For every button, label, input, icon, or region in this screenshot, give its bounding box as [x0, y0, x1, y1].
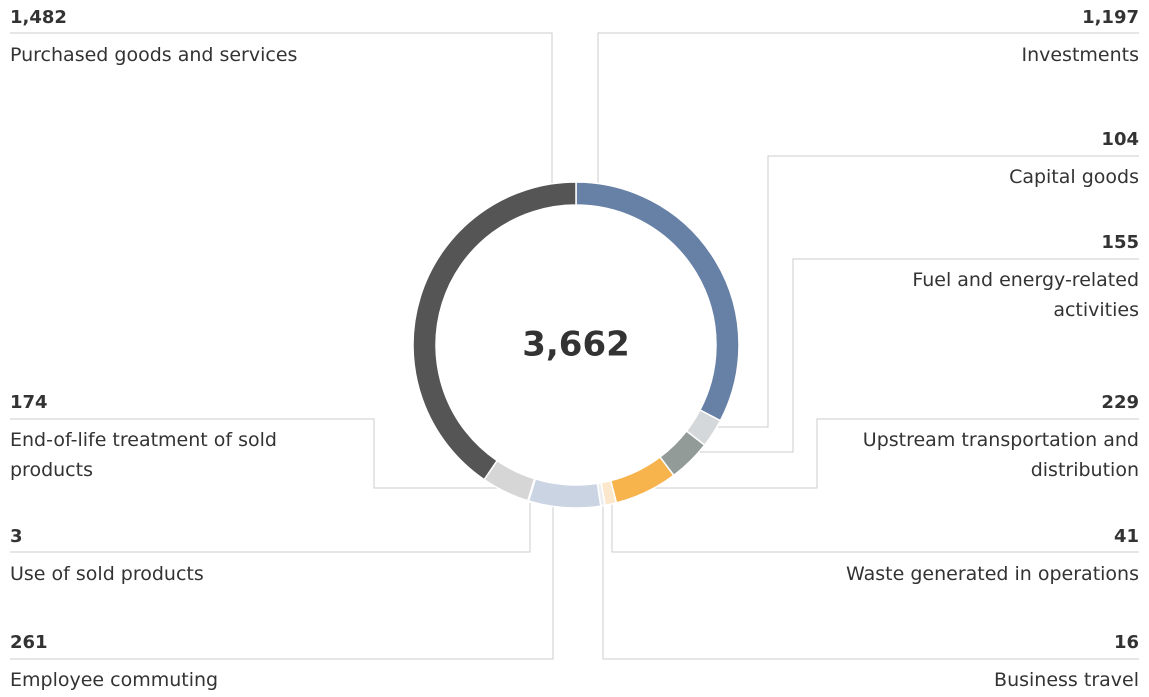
category-label: Employee commuting [10, 669, 219, 691]
segment-label: 1,482 Purchased goods and services [10, 6, 350, 70]
leader-line [10, 418, 505, 489]
leader-line [655, 418, 1139, 489]
value-label: 41 [1113, 526, 1139, 547]
leader-line [10, 503, 531, 553]
donut-segment [609, 455, 675, 504]
category-label: Fuel and energy-related activities [912, 269, 1139, 321]
value-label: 261 [10, 632, 48, 653]
category-label: Use of sold products [10, 563, 204, 585]
value-label: 1,197 [1082, 7, 1139, 28]
segment-label: 174 End-of-life treatment of sold product… [10, 391, 330, 485]
leader-line [10, 506, 554, 660]
donut-segment [575, 181, 740, 422]
category-label: Capital goods [1009, 166, 1139, 188]
donut-segment [527, 478, 602, 509]
leader-line [10, 32, 553, 183]
category-label: Waste generated in operations [846, 563, 1139, 585]
segment-label: 229 Upstream transportation and distribut… [849, 391, 1139, 485]
donut-segment [412, 181, 577, 481]
segment-label: 16 Business travel [839, 631, 1139, 695]
value-label: 1,482 [10, 7, 67, 28]
value-label: 229 [1101, 392, 1139, 413]
leader-line [597, 32, 1139, 183]
value-label: 104 [1101, 129, 1139, 150]
center-label: 3,662 [522, 325, 630, 365]
segment-label: 41 Waste generated in operations [799, 525, 1139, 589]
value-label: 3 [10, 526, 23, 547]
category-label: Investments [1021, 44, 1139, 66]
category-label: Business travel [994, 669, 1139, 691]
leader-line [602, 505, 1139, 660]
segment-label: 155 Fuel and energy-related activities [869, 231, 1139, 325]
leader-line [611, 496, 1139, 553]
value-label: 155 [1101, 232, 1139, 253]
segment-label: 104 Capital goods [839, 128, 1139, 192]
leader-line [700, 258, 1139, 453]
segment-label: 261 Employee commuting [10, 631, 310, 695]
category-label: End-of-life treatment of sold products [10, 429, 277, 481]
leader-line [718, 155, 1139, 428]
category-label: Upstream transportation and distribution [862, 429, 1139, 481]
category-label: Purchased goods and services [10, 44, 298, 66]
value-label: 174 [10, 392, 48, 413]
value-label: 16 [1113, 632, 1139, 653]
segment-label: 3 Use of sold products [10, 525, 310, 589]
segment-label: 1,197 Investments [839, 6, 1139, 70]
